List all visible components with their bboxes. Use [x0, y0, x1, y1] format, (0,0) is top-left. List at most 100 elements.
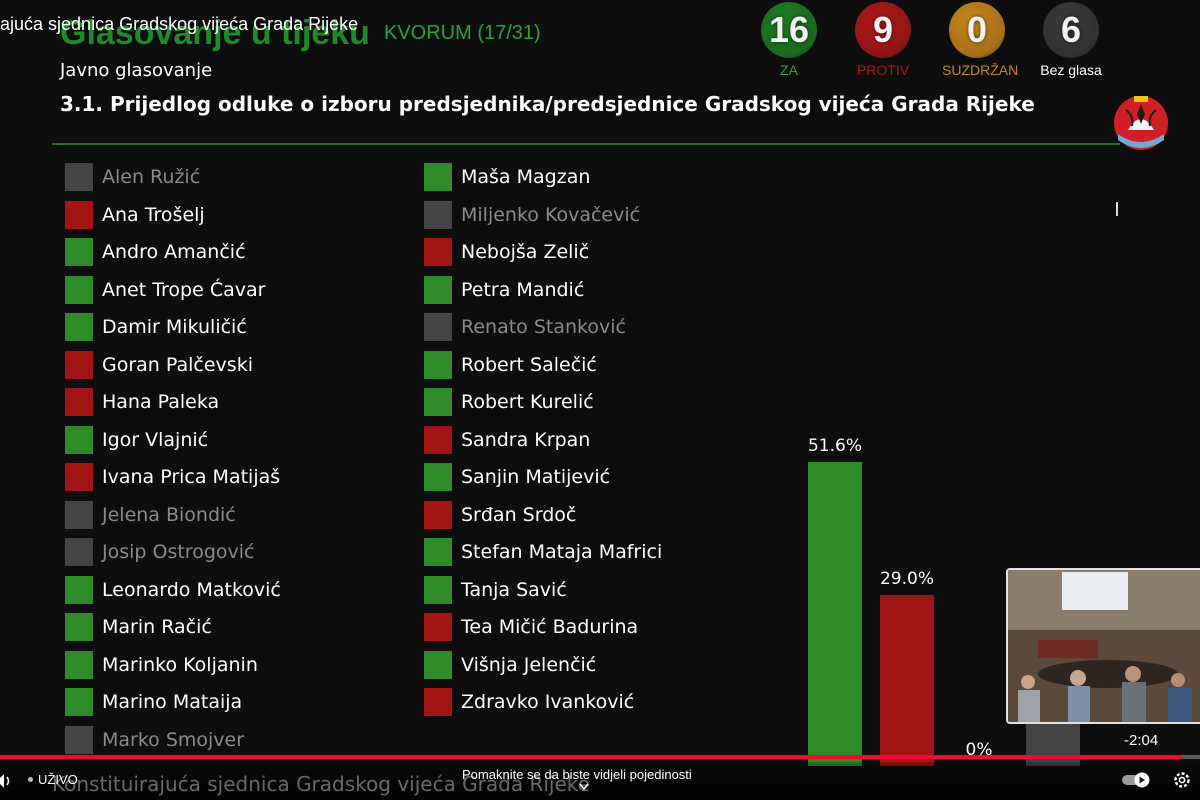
result-bar-protiv: [880, 594, 934, 766]
member-row: Sanjin Matijević: [424, 462, 610, 492]
member-row: Marin Račić: [65, 612, 212, 642]
member-row: Tanja Savić: [424, 575, 567, 605]
vote-counter-value: 16: [761, 2, 817, 58]
quorum-label: KVORUM (17/31): [384, 22, 541, 44]
member-name: Petra Mandić: [461, 278, 585, 301]
member-row: Sandra Krpan: [424, 425, 590, 455]
member-row: Marko Smojver: [65, 725, 244, 755]
chevron-down-icon[interactable]: [578, 782, 590, 792]
member-name: Josip Ostrogović: [102, 541, 255, 563]
volume-icon[interactable]: [0, 772, 12, 790]
member-row: Marinko Koljanin: [65, 650, 258, 680]
gear-icon[interactable]: [1172, 770, 1192, 790]
member-name: Višnja Jelenčić: [461, 653, 597, 676]
vote-indicator: [65, 425, 93, 454]
progress-bar-fill: [0, 755, 1182, 759]
member-name: Leonardo Matković: [102, 578, 281, 601]
member-row: Robert Salečić: [424, 350, 597, 380]
vote-counter-protiv: 9 PROTIV: [848, 2, 918, 78]
member-row: Damir Mikuličić: [65, 312, 247, 342]
result-bar-label: 51.6%: [807, 435, 862, 456]
live-dot-icon: [28, 777, 33, 782]
vote-indicator: [65, 538, 93, 566]
member-row: Ivana Prica Matijaš: [65, 462, 280, 492]
live-badge[interactable]: UŽIVO: [28, 772, 78, 787]
vote-type-label: Javno glasovanje: [60, 60, 213, 81]
session-video-thumbnail[interactable]: [1006, 568, 1200, 724]
vote-counter-suzdržan: 0 SUZDRŽAN: [942, 2, 1018, 78]
member-name: Marin Račić: [102, 616, 212, 638]
member-row: Renato Stanković: [424, 312, 626, 342]
vote-indicator: [424, 163, 452, 191]
member-name: Tea Mičić Badurina: [461, 616, 639, 638]
member-name: Alen Ružić: [102, 166, 201, 188]
member-row: Zdravko Ivanković: [424, 687, 634, 717]
member-name: Marino Mataija: [102, 691, 243, 713]
vote-counter-label: Bez glasa: [1040, 62, 1102, 78]
vote-counter-value: 6: [1043, 2, 1099, 58]
vote-indicator: [65, 500, 93, 529]
member-row: Nebojša Zelič: [424, 237, 589, 267]
member-name: Marinko Koljanin: [102, 653, 258, 676]
vote-indicator: [65, 688, 93, 716]
member-name: Ivana Prica Matijaš: [102, 466, 281, 488]
vote-counter-value: 0: [949, 2, 1005, 58]
city-crest-icon: [1114, 96, 1168, 150]
vote-indicator: [424, 313, 452, 341]
vote-indicator: [424, 350, 452, 379]
member-name: Marko Smojver: [102, 728, 245, 751]
vote-indicator: [424, 613, 452, 641]
member-row: Maša Magzan: [424, 162, 590, 192]
member-name: Ana Trošelj: [102, 203, 205, 226]
member-row: Tea Mičić Badurina: [424, 612, 638, 642]
vote-counter-bez-glasa: 6 Bez glasa: [1036, 2, 1106, 78]
scroll-hint: Pomaknite se da biste vidjeli pojedinost…: [462, 767, 692, 782]
vote-indicator: [424, 238, 452, 266]
member-name: Goran Palčevski: [102, 353, 253, 376]
member-row: Srđan Srdoč: [424, 500, 576, 530]
member-row: Robert Kurelić: [424, 387, 594, 417]
vote-counter-value: 9: [855, 2, 911, 58]
vote-indicator: [65, 613, 93, 641]
member-row: Josip Ostrogović: [65, 537, 254, 567]
result-bar-label: 29.0%: [879, 568, 934, 589]
member-name: Damir Mikuličić: [102, 316, 247, 338]
autoplay-toggle[interactable]: [1122, 772, 1154, 788]
voting-status-title: Glasovanje u tijeku: [60, 14, 370, 52]
vote-indicator: [65, 163, 93, 191]
video-title: ajuća sjednica Gradskog vijeća Grada Rij…: [0, 14, 359, 34]
member-row: Stefan Mataja Mafrici: [424, 537, 662, 567]
result-bar-za: [808, 461, 862, 766]
member-name: Sanjin Matijević: [461, 466, 611, 488]
member-name: Robert Kurelić: [461, 391, 594, 413]
member-row: Leonardo Matković: [65, 575, 281, 605]
vote-indicator: [424, 200, 452, 229]
member-name: Nebojša Zelič: [461, 241, 590, 263]
vote-indicator: [65, 238, 93, 266]
live-label: UŽIVO: [38, 772, 78, 787]
vote-indicator: [424, 650, 452, 679]
member-name: Andro Amančić: [102, 241, 246, 263]
vote-indicator: [424, 688, 452, 716]
vote-counter-za: 16 ZA: [754, 2, 824, 78]
member-row: Andro Amančić: [65, 237, 246, 267]
vote-indicator: [65, 463, 93, 491]
member-name: Sandra Krpan: [461, 428, 591, 451]
agenda-item-title: 3.1. Prijedlog odluke o izboru predsjedn…: [60, 92, 1035, 116]
member-row: Anet Trope Ćavar: [65, 275, 265, 305]
member-name: Anet Trope Ćavar: [102, 278, 266, 301]
bottom-video-title: Konstituirajuća sjednica Gradskog vijeća…: [52, 772, 590, 796]
member-name: Jelena Biondić: [102, 503, 236, 526]
vote-indicator: [424, 275, 452, 304]
member-name: Maša Magzan: [461, 166, 591, 188]
vote-indicator: [65, 650, 93, 679]
member-row: Ana Trošelj: [65, 200, 205, 230]
member-row: Igor Vlajnić: [65, 425, 208, 455]
player-controls-bar: [0, 762, 1200, 800]
member-name: Robert Salečić: [461, 353, 597, 376]
member-row: Miljenko Kovačević: [424, 200, 640, 230]
member-row: Petra Mandić: [424, 275, 584, 305]
vote-indicator: [65, 200, 93, 229]
vote-indicator: [65, 313, 93, 341]
member-row: Marino Mataija: [65, 687, 242, 717]
